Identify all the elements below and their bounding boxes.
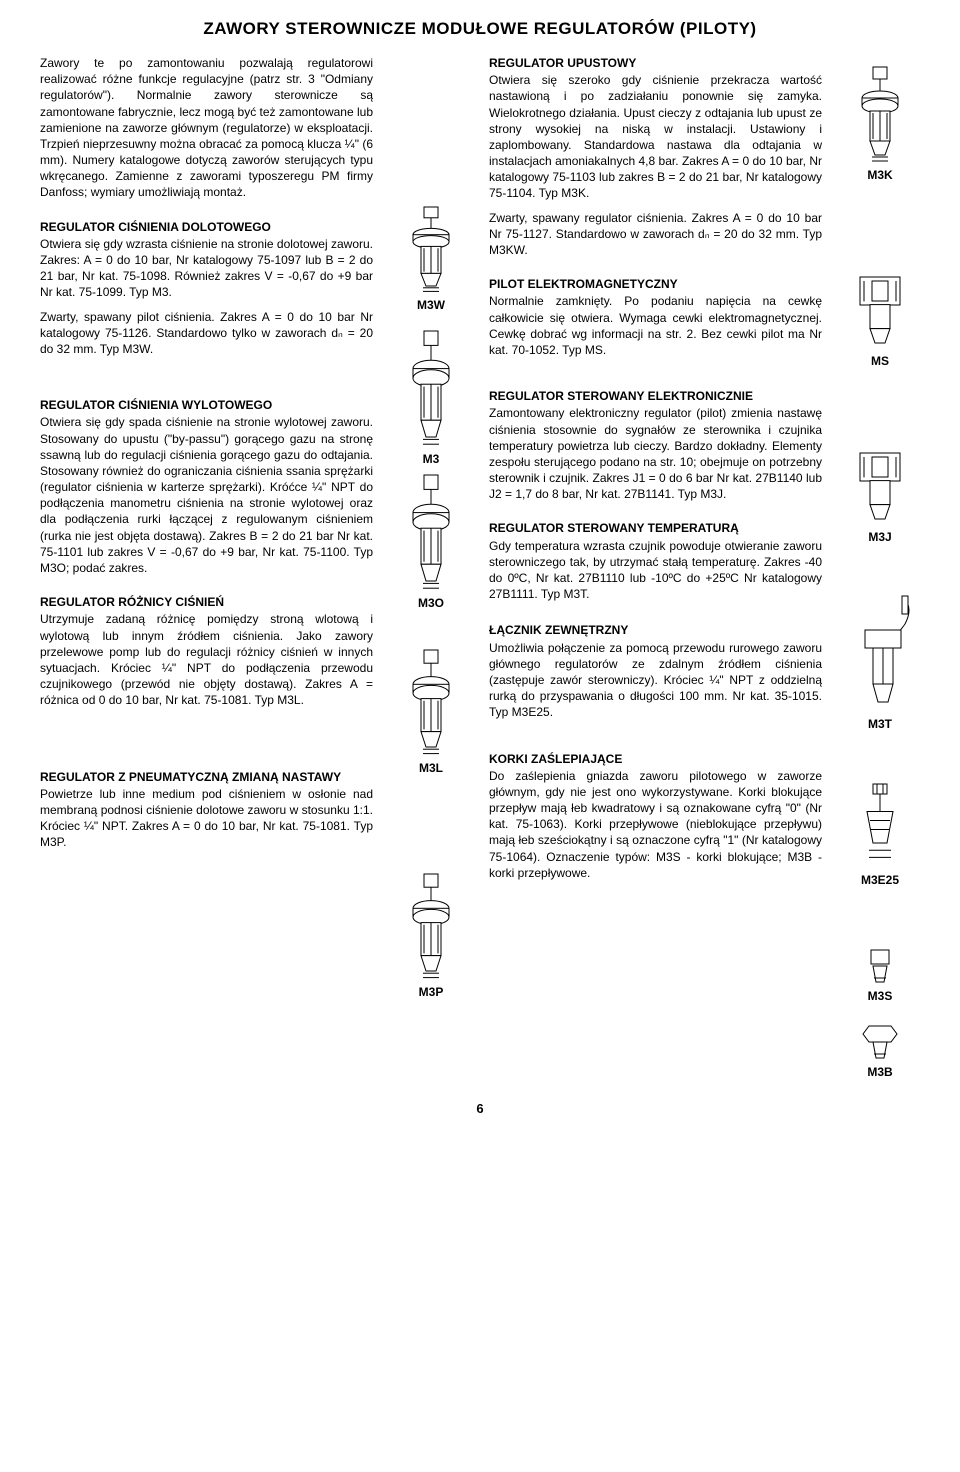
section-heading: REGULATOR CIŚNIENIA WYLOTOWEGO	[40, 397, 373, 413]
section-body: Zamontowany elektroniczny regulator (pil…	[489, 405, 822, 502]
icon-label: M3O	[418, 595, 444, 611]
intro-text: Zawory te po zamontowaniu pozwalają regu…	[40, 55, 373, 201]
right-column: REGULATOR UPUSTOWY Otwiera się szeroko g…	[489, 55, 822, 1080]
icon-label: M3K	[867, 167, 892, 183]
valve-icon: M3J	[850, 447, 910, 545]
section-body: Normalnie zamknięty. Po podaniu napięcia…	[489, 293, 822, 358]
section-temp: REGULATOR STEROWANY TEMPERATURĄ Gdy temp…	[489, 520, 822, 602]
valve-icon: M3B	[850, 1022, 910, 1080]
icon-label: M3	[423, 451, 440, 467]
section-body: Utrzymuje zadaną różnicę pomiędzy stroną…	[40, 611, 373, 708]
section-extra: Zwarty, spawany pilot ciśnienia. Zakres …	[40, 309, 373, 358]
icon-label: M3B	[867, 1064, 892, 1080]
section-heading: REGULATOR STEROWANY ELEKTRONICZNIE	[489, 388, 822, 404]
section-body: Otwiera się gdy wzrasta ciśnienie na str…	[40, 236, 373, 301]
section-heading: REGULATOR RÓŻNICY CIŚNIEŃ	[40, 594, 373, 610]
icon-label: M3E25	[861, 872, 899, 888]
section-heading: KORKI ZAŚLEPIAJĄCE	[489, 751, 822, 767]
section-outlet: REGULATOR CIŚNIENIA WYLOTOWEGO Otwiera s…	[40, 397, 373, 576]
section-body: Gdy temperatura wzrasta czujnik powoduje…	[489, 538, 822, 603]
section-extra: Zwarty, spawany regulator ciśnienia. Zak…	[489, 210, 822, 259]
valve-icon: M3L	[401, 648, 461, 776]
icon-label: M3S	[868, 988, 893, 1004]
valve-icon: MS	[850, 271, 910, 369]
icon-label: M3T	[868, 716, 892, 732]
section-pneu: REGULATOR Z PNEUMATYCZNĄ ZMIANĄ NASTAWY …	[40, 769, 373, 851]
section-plugs: KORKI ZAŚLEPIAJĄCE Do zaślepienia gniazd…	[489, 751, 822, 882]
section-external: ŁĄCZNIK ZEWNĘTRZNY Umożliwia połączenie …	[489, 622, 822, 720]
section-solenoid: PILOT ELEKTROMAGNETYCZNY Normalnie zamkn…	[489, 276, 822, 358]
icon-label: M3L	[419, 760, 443, 776]
section-heading: REGULATOR Z PNEUMATYCZNĄ ZMIANĄ NASTAWY	[40, 769, 373, 785]
section-body: Otwiera się gdy spada ciśnienie na stron…	[40, 414, 373, 576]
icon-label: M3P	[419, 984, 444, 1000]
section-body: Umożliwia połączenie za pomocą przewodu …	[489, 640, 822, 721]
section-relief: REGULATOR UPUSTOWY Otwiera się szeroko g…	[489, 55, 822, 258]
icon-label: M3J	[868, 529, 891, 545]
valve-icon: M3T	[850, 594, 910, 732]
page-title: ZAWORY STEROWNICZE MODUŁOWE REGULATORÓW …	[40, 18, 920, 41]
middle-icon-column: M3W M3 M	[391, 55, 471, 1080]
main-columns: Zawory te po zamontowaniu pozwalają regu…	[40, 55, 920, 1080]
icon-label: M3W	[417, 297, 445, 313]
page-number: 6	[40, 1100, 920, 1118]
section-body: Otwiera się szeroko gdy ciśnienie przekr…	[489, 72, 822, 202]
section-heading: REGULATOR CIŚNIENIA DOLOTOWEGO	[40, 219, 373, 235]
section-diff: REGULATOR RÓŻNICY CIŚNIEŃ Utrzymuje zada…	[40, 594, 373, 708]
left-column: Zawory te po zamontowaniu pozwalają regu…	[40, 55, 373, 1080]
section-heading: REGULATOR UPUSTOWY	[489, 55, 822, 71]
section-heading: PILOT ELEKTROMAGNETYCZNY	[489, 276, 822, 292]
valve-icon: M3K	[850, 65, 910, 183]
icon-label: MS	[871, 353, 889, 369]
section-electronic: REGULATOR STEROWANY ELEKTRONICZNIE Zamon…	[489, 388, 822, 502]
valve-icon: M3O	[401, 473, 461, 611]
valve-icon: M3W	[401, 205, 461, 313]
section-body: Powietrze lub inne medium pod ciśnieniem…	[40, 786, 373, 851]
valve-icon: M3E25	[850, 780, 910, 888]
valve-icon: M3S	[850, 946, 910, 1004]
section-body: Do zaślepienia gniazda zaworu pilotowego…	[489, 768, 822, 881]
valve-icon: M3P	[401, 872, 461, 1000]
valve-icon: M3	[401, 329, 461, 467]
section-inlet: REGULATOR CIŚNIENIA DOLOTOWEGO Otwiera s…	[40, 219, 373, 358]
right-icon-column: M3K MS M3J M3T	[840, 55, 920, 1080]
section-heading: ŁĄCZNIK ZEWNĘTRZNY	[489, 622, 822, 638]
section-heading: REGULATOR STEROWANY TEMPERATURĄ	[489, 520, 822, 536]
